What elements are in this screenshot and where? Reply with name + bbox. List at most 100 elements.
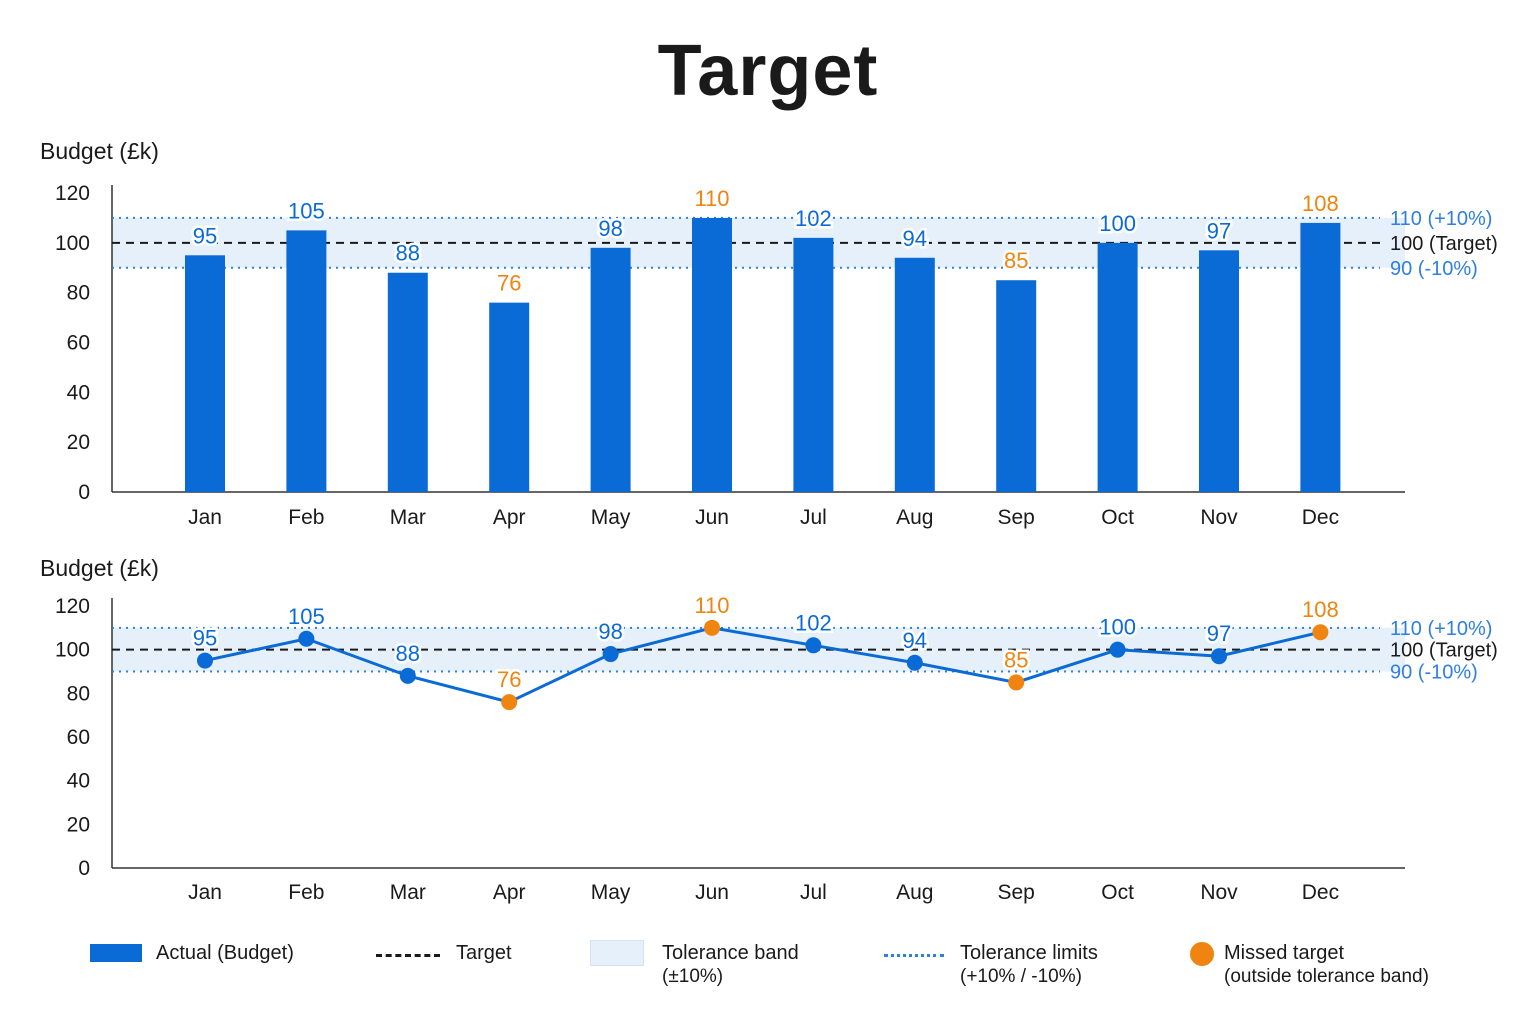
legend-swatch-band bbox=[590, 940, 644, 966]
chart1-x-tick-label: Sep bbox=[998, 506, 1035, 529]
chart1-x-tick-label: Jul bbox=[800, 506, 827, 529]
chart2-x-tick-label: Dec bbox=[1302, 881, 1339, 904]
chart1-bar bbox=[894, 257, 935, 492]
chart1-x-tick-label: Feb bbox=[288, 506, 324, 529]
chart1-data-label: 108 bbox=[1302, 191, 1339, 216]
chart1-data-label: 110 bbox=[694, 186, 729, 211]
legend-item-missed: Missed target (outside tolerance band) bbox=[1190, 940, 1429, 988]
legend-sublabel-band: (±10%) bbox=[662, 966, 724, 987]
legend-label-actual: Actual (Budget) bbox=[156, 942, 294, 964]
chart1-y-tick-label: 120 bbox=[55, 182, 90, 205]
chart1-bar bbox=[996, 280, 1037, 492]
legend-swatch-missed-dot bbox=[1190, 942, 1214, 966]
chart1-data-label: 88 bbox=[396, 241, 420, 266]
chart2-data-label: 110 bbox=[694, 593, 729, 618]
chart2-data-label: 97 bbox=[1207, 621, 1231, 646]
chart2-data-point bbox=[805, 637, 822, 654]
chart2-y-tick-label: 100 bbox=[55, 639, 90, 662]
chart2-data-point bbox=[906, 654, 923, 671]
chart1-data-label: 85 bbox=[1004, 248, 1028, 273]
chart1-x-tick-label: May bbox=[591, 506, 631, 529]
chart2-y-tick-label: 120 bbox=[55, 595, 90, 618]
chart1-bar bbox=[1199, 250, 1239, 492]
chart1-x-tick-label: Dec bbox=[1302, 506, 1339, 529]
chart2-y-tick-label: 60 bbox=[67, 726, 90, 749]
chart1-bar bbox=[1300, 222, 1341, 492]
chart2-x-tick-label: Mar bbox=[390, 881, 426, 904]
chart2-x-tick-label: Jan bbox=[188, 881, 222, 904]
legend-label-band: Tolerance band bbox=[662, 942, 799, 964]
chart1-x-tick-label: Apr bbox=[493, 506, 526, 529]
legend-label-target: Target bbox=[456, 942, 512, 964]
chart2-data-point bbox=[298, 630, 315, 647]
chart2-reference-label: 90 (-10%) bbox=[1390, 662, 1478, 684]
chart2-data-label: 88 bbox=[396, 641, 420, 666]
chart2-y-tick-label: 80 bbox=[67, 682, 90, 705]
chart1-bar bbox=[1097, 242, 1138, 492]
chart1-bar bbox=[286, 230, 327, 492]
chart2-data-point bbox=[1008, 674, 1025, 691]
chart2-x-tick-label: Jun bbox=[695, 881, 729, 904]
chart2-x-tick-label: Feb bbox=[288, 881, 324, 904]
chart2-data-point bbox=[1109, 641, 1126, 658]
chart2-x-tick-label: May bbox=[591, 881, 631, 904]
chart1-data-label: 98 bbox=[598, 216, 622, 241]
chart1-bar bbox=[489, 302, 530, 492]
chart1-x-tick-label: Jun bbox=[695, 506, 729, 529]
legend-item-limits: Tolerance limits (+10% / -10%) bbox=[884, 940, 1098, 988]
chart1-x-tick-label: Nov bbox=[1200, 506, 1238, 529]
chart2-data-label: 102 bbox=[795, 610, 832, 635]
chart2-data-point bbox=[501, 694, 518, 711]
chart2-series-line bbox=[204, 626, 1321, 704]
legend-item-target: Target bbox=[376, 940, 512, 966]
chart2-data-label: 85 bbox=[1004, 647, 1028, 672]
chart2-data-label: 94 bbox=[903, 628, 927, 653]
chart2-data-label: 76 bbox=[497, 667, 521, 692]
chart1-y-tick-label: 80 bbox=[67, 282, 90, 305]
legend-label-limits: Tolerance limits bbox=[960, 942, 1098, 964]
chart2-x-tick-label: Oct bbox=[1101, 881, 1134, 904]
chart1-bar bbox=[590, 247, 631, 492]
legend-swatch-dotted bbox=[884, 954, 944, 957]
chart2-y-tick-label: 20 bbox=[67, 813, 90, 836]
chart1-y-axis-label: Budget (£k) bbox=[40, 138, 159, 164]
chart2-x-tick-label: Nov bbox=[1200, 881, 1238, 904]
chart2-data-point bbox=[399, 667, 416, 684]
chart2-data-point bbox=[704, 619, 720, 636]
chart2-data-point bbox=[602, 646, 619, 663]
chart1-bar bbox=[387, 272, 428, 492]
chart2-x-tick-label: Aug bbox=[896, 881, 933, 904]
legend-swatch-dashed bbox=[376, 954, 440, 957]
chart1-data-label: 95 bbox=[193, 223, 217, 248]
chart2-data-label: 100 bbox=[1099, 615, 1136, 640]
chart2-data-point bbox=[1312, 624, 1329, 641]
chart1-y-tick-label: 100 bbox=[55, 232, 90, 255]
chart1-data-label: 94 bbox=[903, 226, 927, 251]
chart1-reference-label: 90 (-10%) bbox=[1390, 258, 1478, 280]
chart2-data-point bbox=[1211, 648, 1227, 665]
chart2-data-label: 98 bbox=[598, 619, 622, 644]
chart1-data-label: 102 bbox=[795, 206, 832, 231]
chart2-x-tick-label: Jul bbox=[800, 881, 827, 904]
chart1-y-tick-label: 60 bbox=[67, 332, 90, 355]
chart1-data-label: 76 bbox=[497, 271, 521, 296]
legend-swatch-bar bbox=[90, 944, 142, 962]
chart2-data-point bbox=[197, 652, 213, 669]
chart1-bar bbox=[793, 237, 834, 492]
chart2-x-tick-label: Sep bbox=[998, 881, 1035, 904]
chart2-y-tick-label: 40 bbox=[67, 770, 90, 793]
chart1-data-label: 105 bbox=[288, 198, 325, 223]
chart1-bar bbox=[692, 217, 732, 492]
legend-item-actual: Actual (Budget) bbox=[90, 940, 294, 966]
chart1-y-tick-label: 40 bbox=[67, 381, 90, 404]
legend-label-missed: Missed target bbox=[1224, 942, 1345, 964]
chart2-data-label: 105 bbox=[288, 604, 325, 629]
chart1-bar bbox=[185, 255, 225, 492]
chart2-reference-label: 100 (Target) bbox=[1390, 640, 1498, 662]
chart2-y-axis-label: Budget (£k) bbox=[40, 555, 159, 581]
chart1-y-tick-label: 0 bbox=[78, 481, 90, 504]
chart2-data-label: 108 bbox=[1302, 597, 1339, 622]
legend: Actual (Budget) Target Tolerance band (±… bbox=[0, 930, 1536, 1010]
chart1-y-tick-label: 20 bbox=[67, 431, 90, 454]
